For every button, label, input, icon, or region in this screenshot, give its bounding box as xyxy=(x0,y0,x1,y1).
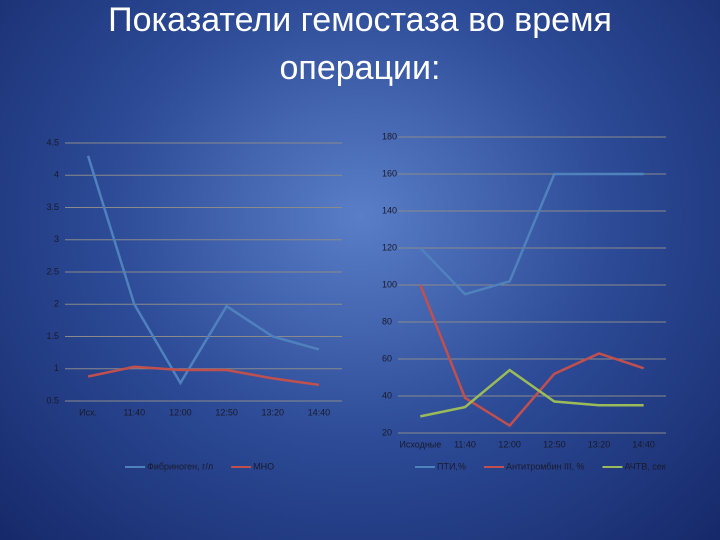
y-tick-label: 140 xyxy=(382,205,397,215)
y-tick-label: 3 xyxy=(54,234,59,244)
x-tick-label: Исх. xyxy=(79,407,97,417)
x-tick-label: 11:40 xyxy=(454,439,476,449)
y-tick-label: 4 xyxy=(54,170,59,180)
data-line xyxy=(86,155,320,386)
x-tick-label: 14:40 xyxy=(308,407,331,417)
y-tick-label: 1.5 xyxy=(46,331,59,341)
y-tick-label: 180 xyxy=(382,131,397,141)
x-tick-label: 14:40 xyxy=(632,439,655,449)
x-tick-label: 12:50 xyxy=(543,439,566,449)
y-tick-label: 100 xyxy=(382,279,397,289)
x-tick-label: Исходные xyxy=(399,439,441,449)
y-tick-label: 3.5 xyxy=(46,202,59,212)
y-tick-label: 0.5 xyxy=(46,395,59,405)
title-line: Показатели гемостаза во время xyxy=(108,1,612,39)
legend-label: Антитромбин III, % xyxy=(506,461,585,471)
legend-label: Фибриноген, г/л xyxy=(147,461,213,471)
data-line xyxy=(419,172,644,296)
legend-label: МНО xyxy=(253,461,274,471)
y-tick-label: 4.5 xyxy=(46,137,59,147)
legend-label: АЧТВ, сек xyxy=(624,461,665,471)
x-tick-label: 12:00 xyxy=(169,407,192,417)
y-tick-label: 160 xyxy=(382,168,397,178)
data-line xyxy=(420,368,644,418)
x-tick-label: 11:40 xyxy=(123,407,145,417)
x-tick-label: 13:20 xyxy=(588,439,611,449)
x-tick-label: 12:50 xyxy=(215,407,238,417)
data-line xyxy=(419,284,645,428)
x-tick-label: 13:20 xyxy=(261,407,284,417)
x-tick-label: 12:00 xyxy=(498,439,521,449)
y-tick-label: 60 xyxy=(382,353,392,363)
legend-label: ПТИ,% xyxy=(437,461,466,471)
y-tick-label: 80 xyxy=(382,316,392,326)
y-tick-label: 2.5 xyxy=(46,266,59,276)
y-tick-label: 20 xyxy=(382,427,392,437)
title-line: операции: xyxy=(280,49,441,87)
y-tick-label: 2 xyxy=(54,299,59,309)
y-tick-label: 40 xyxy=(382,390,392,400)
y-tick-label: 1 xyxy=(54,363,59,373)
data-line xyxy=(87,365,320,387)
y-tick-label: 120 xyxy=(382,242,397,252)
